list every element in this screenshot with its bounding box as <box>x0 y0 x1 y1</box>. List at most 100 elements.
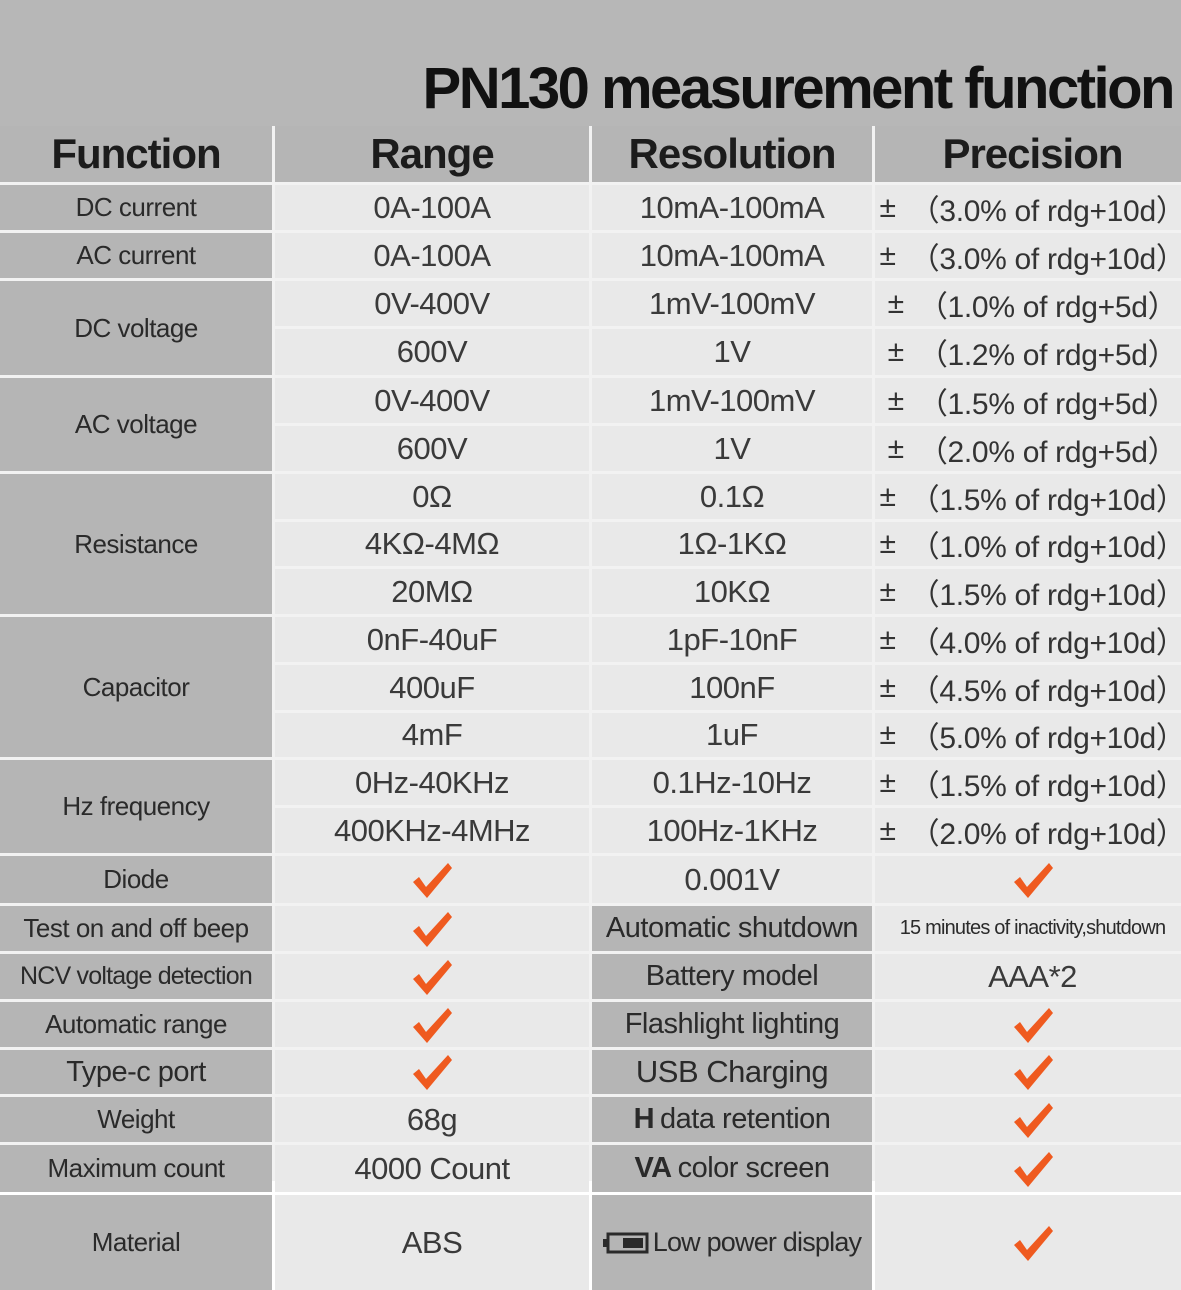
feature-type-c: Type-c port <box>0 1050 272 1094</box>
range-cell: 0A-100A <box>275 185 589 230</box>
spec-table: Function Range Resolution Precision DC c… <box>0 126 1181 1290</box>
plus-minus-sign: ± <box>879 670 896 704</box>
precision-cell: ± （4.5% of rdg+10d） <box>875 665 1181 710</box>
feature-label: Low power display <box>652 1227 862 1257</box>
plus-minus-sign: ± <box>879 574 896 608</box>
range-cell: 0Ω <box>275 474 589 519</box>
plus-minus-sign: ± <box>879 765 896 799</box>
spec-max-count-value: 4000 Count <box>275 1145 589 1192</box>
range-cell: 400uF <box>275 665 589 710</box>
plus-minus-sign: ± <box>879 718 896 751</box>
precision-value: （1.2% of rdg+5d） <box>917 339 1178 372</box>
precision-cell: ± （3.0% of rdg+10d） <box>875 233 1181 278</box>
plus-minus-sign: ± <box>887 431 904 465</box>
range-cell: 0A-100A <box>275 233 589 278</box>
plus-minus-sign: ± <box>879 622 896 656</box>
checkmark-icon <box>875 1050 1181 1094</box>
resolution-cell: 1mV-100mV <box>592 378 872 423</box>
precision-value: （1.5% of rdg+5d） <box>917 387 1178 421</box>
function-dc-current: DC current <box>0 185 272 230</box>
precision-value: （1.0% of rdg+5d） <box>917 290 1178 324</box>
checkmark-icon <box>275 1050 589 1094</box>
precision-value: （5.0% of rdg+10d） <box>909 722 1181 755</box>
spec-material-label: Material <box>0 1195 272 1290</box>
precision-cell: ± （1.0% of rdg+5d） <box>875 281 1181 326</box>
checkmark-icon <box>275 856 589 903</box>
range-cell: 0V-400V <box>275 281 589 326</box>
resolution-cell: 1Ω-1KΩ <box>592 522 872 566</box>
precision-cell: ± （1.5% of rdg+10d） <box>875 474 1181 519</box>
feature-automatic-range: Automatic range <box>0 1002 272 1047</box>
precision-value: （2.0% of rdg+10d） <box>909 817 1181 851</box>
function-dc-voltage: DC voltage <box>0 281 272 375</box>
spec-weight-label: Weight <box>0 1097 272 1142</box>
resolution-cell: 0.001V <box>592 856 872 903</box>
checkmark-icon <box>875 1002 1181 1047</box>
function-capacitor: Capacitor <box>0 617 272 757</box>
plus-minus-sign: ± <box>879 527 896 560</box>
header-function: Function <box>0 126 272 182</box>
precision-cell: ± （1.5% of rdg+5d） <box>875 378 1181 423</box>
precision-cell: ± （2.0% of rdg+10d） <box>875 808 1181 853</box>
shutdown-value: 15 minutes of inactivity,shutdown <box>875 906 1181 951</box>
precision-value: （1.5% of rdg+10d） <box>909 483 1181 517</box>
precision-value: （3.0% of rdg+10d） <box>909 194 1181 228</box>
resolution-cell: 1uF <box>592 713 872 757</box>
precision-value: （4.5% of rdg+10d） <box>909 674 1181 708</box>
range-cell: 600V <box>275 329 589 375</box>
range-cell: 4KΩ-4MΩ <box>275 522 589 566</box>
plus-minus-sign: ± <box>887 335 904 368</box>
precision-value: （3.0% of rdg+10d） <box>909 242 1181 276</box>
function-ac-current: AC current <box>0 233 272 278</box>
spec-weight-value: 68g <box>275 1097 589 1142</box>
resolution-cell: 1V <box>592 329 872 375</box>
plus-minus-sign: ± <box>879 813 896 847</box>
feature-low-power-display: Low power display <box>592 1195 872 1290</box>
range-cell: 0V-400V <box>275 378 589 423</box>
resolution-cell: 10mA-100mA <box>592 233 872 278</box>
resolution-cell: 100Hz-1KHz <box>592 808 872 853</box>
precision-cell: ± （3.0% of rdg+10d） <box>875 185 1181 230</box>
precision-cell: ± （4.0% of rdg+10d） <box>875 617 1181 662</box>
resolution-cell: 100nF <box>592 665 872 710</box>
page-title: PN130 measurement function <box>422 56 1176 121</box>
range-cell: 600V <box>275 426 589 471</box>
resolution-cell: 1V <box>592 426 872 471</box>
precision-cell: ± （2.0% of rdg+5d） <box>875 426 1181 471</box>
checkmark-icon <box>275 1002 589 1047</box>
header-resolution: Resolution <box>592 126 872 182</box>
feature-ncv: NCV voltage detection <box>0 954 272 999</box>
spec-material-value: ABS <box>275 1195 589 1290</box>
function-diode: Diode <box>0 856 272 903</box>
feature-label: color screen <box>677 1152 830 1184</box>
feature-color-screen: VA color screen <box>592 1145 872 1192</box>
checkmark-icon <box>275 954 589 999</box>
precision-cell: ± （1.5% of rdg+10d） <box>875 569 1181 614</box>
precision-cell: ± （5.0% of rdg+10d） <box>875 713 1181 757</box>
feature-flashlight: Flashlight lighting <box>592 1002 872 1047</box>
checkmark-icon <box>875 1195 1181 1290</box>
feature-usb-charging: USB Charging <box>592 1050 872 1094</box>
precision-cell: ± （1.0% of rdg+10d） <box>875 522 1181 566</box>
spec-max-count-label: Maximum count <box>0 1145 272 1192</box>
feature-label: data retention <box>660 1103 831 1135</box>
resolution-cell: 1mV-100mV <box>592 281 872 326</box>
checkmark-icon <box>875 856 1181 903</box>
precision-value: （1.5% of rdg+10d） <box>909 578 1181 612</box>
resolution-cell: 0.1Hz-10Hz <box>592 760 872 805</box>
range-cell: 0Hz-40KHz <box>275 760 589 805</box>
resolution-cell: 10mA-100mA <box>592 185 872 230</box>
range-cell: 0nF-40uF <box>275 617 589 662</box>
feature-automatic-shutdown: Automatic shutdown <box>592 906 872 951</box>
function-resistance: Resistance <box>0 474 272 614</box>
plus-minus-sign: ± <box>887 286 904 320</box>
header-range: Range <box>275 126 589 182</box>
feature-battery-model: Battery model <box>592 954 872 999</box>
precision-cell: ± （1.2% of rdg+5d） <box>875 329 1181 375</box>
plus-minus-sign: ± <box>879 190 896 224</box>
header-precision: Precision <box>875 126 1181 182</box>
plus-minus-sign: ± <box>887 383 904 417</box>
checkmark-icon <box>875 1145 1181 1192</box>
checkmark-icon <box>275 906 589 951</box>
